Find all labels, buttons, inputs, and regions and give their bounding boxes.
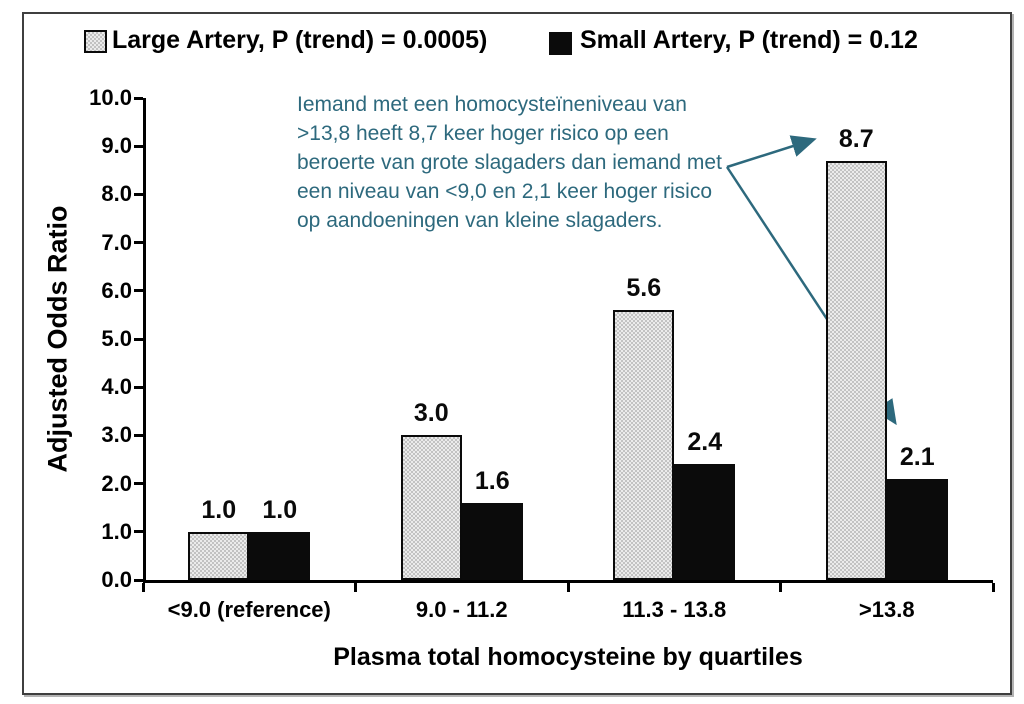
annotation-line: op aandoeningen van kleine slagaders. (297, 209, 663, 232)
x-axis-title: Plasma total homocysteine by quartiles (333, 643, 803, 671)
y-tick (134, 482, 143, 486)
bar-large-artery-q1 (188, 531, 250, 580)
value-label-small-artery-q4: 2.1 (899, 442, 935, 471)
value-label-large-artery-q4: 8.7 (838, 124, 874, 153)
y-tick-label: 5.0 (101, 326, 132, 351)
y-tick-label: 3.0 (101, 422, 132, 448)
bar-small-artery-q3 (674, 464, 736, 580)
y-axis-line (143, 98, 146, 583)
x-category-label: <9.0 (reference) (167, 597, 331, 622)
y-tick (134, 144, 143, 148)
legend-swatch-large-artery-icon (84, 30, 107, 53)
y-tick-label: 4.0 (101, 374, 132, 400)
value-label-small-artery-q3: 2.4 (687, 428, 723, 457)
bar-large-artery-q3 (613, 310, 675, 580)
bar-small-artery-q4 (886, 478, 948, 580)
y-tick (134, 530, 143, 534)
bar-large-artery-q2 (400, 435, 462, 580)
annotation-text: Iemand met een homocysteïneniveau van >1… (297, 90, 722, 235)
bar-large-artery-q4 (825, 160, 887, 580)
y-tick-label: 2.0 (101, 470, 132, 496)
annotation-line: beroerte van grote slagaders dan iemand … (297, 151, 722, 174)
y-tick (134, 337, 143, 341)
x-tick (991, 583, 995, 592)
bar-small-artery-q1 (249, 531, 311, 580)
x-category-label: >13.8 (858, 597, 915, 622)
x-category-label: 11.3 - 13.8 (622, 597, 727, 622)
x-tick (779, 583, 782, 592)
y-tick-label: 6.0 (101, 277, 132, 303)
value-label-large-artery-q1: 1.0 (201, 495, 237, 524)
x-tick (141, 583, 145, 592)
annotation-line: een niveau van <9,0 en 2,1 keer hoger ri… (297, 180, 713, 203)
value-label-small-artery-q1: 1.0 (262, 495, 298, 524)
legend-swatch-small-artery-icon (549, 32, 572, 55)
value-label-small-artery-q2: 1.6 (474, 466, 510, 495)
y-tick-label: 7.0 (101, 229, 132, 255)
y-tick (134, 192, 143, 196)
arrow-to-8.7 (726, 135, 817, 169)
x-tick (354, 583, 357, 592)
bar-small-artery-q2 (461, 502, 523, 580)
y-tick-label: 9.0 (101, 133, 132, 159)
value-label-large-artery-q3: 5.6 (626, 274, 662, 303)
y-tick (134, 578, 143, 582)
y-tick (134, 96, 143, 100)
x-axis-line (143, 580, 993, 583)
legend-label-large-artery: Large Artery, P (trend) = 0.0005) (112, 26, 488, 54)
annotation-line: >13,8 heeft 8,7 keer hoger risico op een (297, 122, 669, 145)
legend-label-small-artery: Small Artery, P (trend) = 0.12 (580, 26, 918, 54)
x-tick (566, 583, 570, 592)
y-tick (134, 433, 143, 437)
annotation-line: Iemand met een homocysteïneniveau van (297, 93, 687, 116)
x-category-label: 9.0 - 11.2 (415, 597, 508, 622)
y-tick-label: 1.0 (101, 518, 132, 544)
y-tick-label: 0.0 (101, 567, 132, 592)
y-tick-label: 10.0 (89, 85, 132, 110)
y-tick (134, 289, 143, 293)
y-tick (134, 241, 143, 245)
value-label-large-artery-q2: 3.0 (413, 399, 449, 428)
y-tick (134, 385, 143, 389)
y-tick-label: 8.0 (101, 181, 132, 207)
